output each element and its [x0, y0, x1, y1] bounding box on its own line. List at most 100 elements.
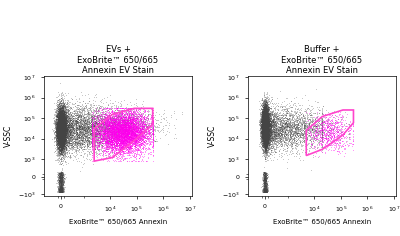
Point — [57, 114, 63, 118]
Point — [57, 121, 63, 125]
Point — [56, 118, 63, 122]
Point — [74, 106, 80, 110]
Point — [262, 189, 269, 192]
Point — [58, 130, 65, 134]
Point — [57, 176, 64, 180]
Point — [273, 111, 279, 115]
Point — [136, 125, 142, 129]
Point — [263, 190, 269, 194]
Point — [140, 159, 146, 163]
Point — [54, 107, 61, 111]
Point — [59, 175, 65, 178]
Point — [270, 134, 277, 138]
Point — [60, 139, 66, 143]
Point — [124, 112, 130, 116]
Point — [313, 122, 320, 125]
Point — [102, 124, 109, 127]
Point — [106, 122, 112, 125]
Point — [130, 115, 136, 118]
Point — [57, 188, 63, 192]
Point — [57, 123, 64, 127]
Point — [82, 139, 88, 143]
Point — [112, 127, 118, 131]
Point — [283, 114, 289, 117]
Point — [114, 117, 120, 121]
Point — [263, 138, 270, 142]
Point — [121, 143, 127, 146]
Point — [137, 153, 143, 157]
Point — [335, 117, 342, 121]
Point — [143, 139, 150, 143]
Point — [59, 189, 65, 193]
Point — [60, 145, 66, 149]
Point — [81, 122, 88, 126]
Point — [58, 131, 65, 135]
Point — [102, 120, 108, 124]
Point — [265, 124, 271, 128]
Point — [279, 123, 285, 127]
Point — [266, 135, 272, 139]
Point — [60, 114, 67, 118]
Point — [267, 122, 273, 126]
Point — [264, 143, 270, 147]
Point — [265, 137, 272, 140]
Point — [296, 127, 303, 131]
Point — [57, 130, 64, 134]
Point — [262, 135, 268, 138]
Point — [55, 136, 61, 140]
Point — [260, 118, 266, 122]
Point — [126, 132, 132, 136]
Point — [261, 138, 267, 141]
Point — [57, 129, 64, 132]
Point — [140, 119, 146, 123]
Point — [262, 121, 268, 125]
Point — [260, 121, 266, 125]
Point — [263, 120, 270, 123]
Point — [54, 131, 61, 135]
Point — [261, 126, 267, 130]
Point — [259, 129, 265, 133]
Point — [113, 125, 120, 129]
Point — [58, 136, 64, 140]
Point — [57, 122, 64, 126]
Point — [260, 131, 266, 135]
Point — [133, 116, 139, 120]
Point — [264, 126, 270, 130]
Point — [61, 138, 68, 142]
Point — [108, 126, 115, 129]
Point — [262, 114, 268, 118]
Point — [258, 115, 265, 119]
Point — [61, 119, 67, 123]
Point — [110, 112, 117, 116]
Point — [260, 118, 266, 122]
Point — [267, 136, 274, 139]
Point — [261, 132, 268, 135]
Point — [120, 125, 126, 129]
Point — [58, 177, 65, 181]
Point — [273, 124, 279, 128]
Point — [54, 107, 61, 110]
Point — [334, 129, 340, 133]
Point — [58, 110, 65, 114]
Point — [311, 119, 318, 123]
Point — [58, 125, 65, 129]
Point — [75, 139, 81, 143]
Point — [288, 120, 294, 123]
Point — [58, 129, 64, 133]
Point — [120, 135, 126, 138]
Point — [79, 140, 85, 144]
Point — [149, 129, 156, 133]
Point — [88, 131, 95, 135]
Point — [56, 130, 63, 134]
Point — [264, 134, 270, 138]
Point — [58, 147, 65, 151]
Point — [270, 116, 276, 119]
Point — [262, 124, 268, 127]
Point — [344, 124, 351, 128]
Point — [55, 189, 62, 192]
Point — [263, 111, 269, 114]
Point — [59, 137, 66, 141]
Point — [130, 120, 137, 123]
Point — [264, 131, 270, 135]
Point — [267, 126, 273, 130]
